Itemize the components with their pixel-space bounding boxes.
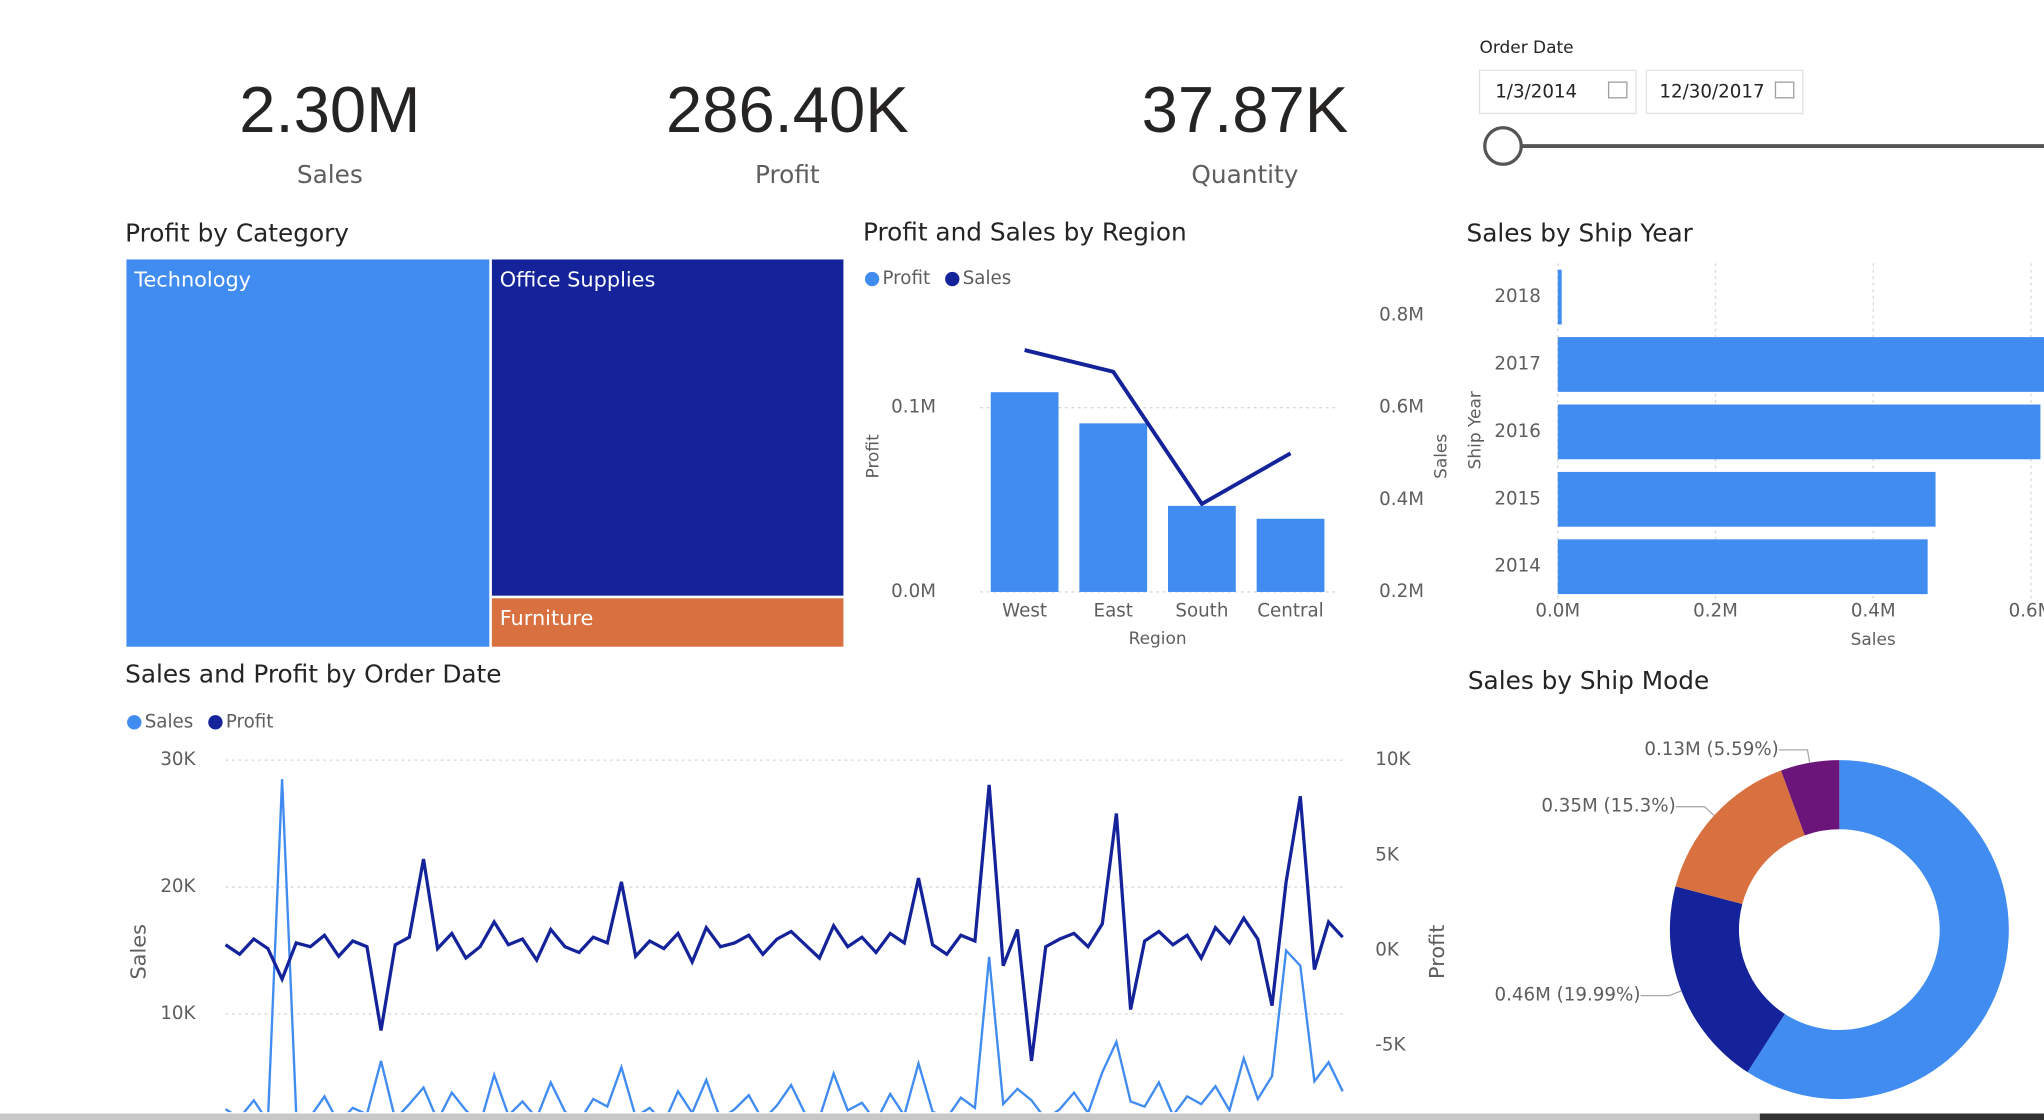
y-tick-label: 20K bbox=[160, 876, 196, 897]
y-axis-label: Ship Year bbox=[1465, 391, 1485, 469]
donut-slice bbox=[1781, 760, 1840, 836]
y-tick-label: 30K bbox=[160, 749, 196, 770]
y2-axis-label: Sales bbox=[1431, 434, 1451, 479]
treemap-tile bbox=[491, 598, 844, 647]
y2-tick-label: 5K bbox=[1375, 844, 1400, 865]
data-label: 0.13M (5.59%) bbox=[1644, 739, 1778, 760]
legend-marker bbox=[945, 271, 960, 287]
bar bbox=[1557, 269, 1562, 325]
bar bbox=[1557, 471, 1936, 527]
legend-label: Sales bbox=[963, 268, 1012, 289]
tile-label: Furniture bbox=[500, 606, 594, 630]
legend-label: Profit bbox=[226, 711, 274, 732]
y2-tick-label: 0.8M bbox=[1379, 305, 1424, 326]
scrollbar-thumb[interactable] bbox=[1759, 1113, 2044, 1120]
tile-label: Technology bbox=[133, 267, 251, 291]
end-date-box[interactable] bbox=[1645, 69, 1804, 115]
x-tick-label: 0.4M bbox=[1851, 601, 1896, 622]
x-tick-label: 0.6M bbox=[2009, 601, 2044, 622]
start-date[interactable]: 1/3/2014 bbox=[1495, 82, 1577, 103]
kpi-value: 2.30M bbox=[239, 73, 420, 146]
x-axis-label: Sales bbox=[1851, 629, 1896, 649]
chart-title: Profit and Sales by Region bbox=[863, 217, 1187, 246]
x-tick-label: South bbox=[1175, 601, 1228, 622]
y-tick-label: 2014 bbox=[1494, 556, 1540, 577]
legend-label: Sales bbox=[145, 711, 194, 732]
donut-slice bbox=[1675, 770, 1805, 905]
sales-line bbox=[224, 779, 1344, 1113]
y-axis-label: Profit bbox=[862, 434, 882, 479]
slider-handle[interactable] bbox=[1483, 126, 1523, 166]
leader-line bbox=[1778, 749, 1811, 763]
y-tick-label: 2018 bbox=[1494, 286, 1540, 307]
leader-line bbox=[1640, 990, 1682, 997]
slicer-title: Order Date bbox=[1480, 37, 1574, 57]
x-axis-label: Region bbox=[1129, 628, 1187, 648]
chart-title: Sales by Ship Mode bbox=[1468, 666, 1709, 695]
y-tick-label: 10K bbox=[160, 1003, 196, 1024]
legend-marker bbox=[864, 271, 880, 287]
bar bbox=[990, 392, 1059, 592]
y2-tick-label: 0K bbox=[1375, 939, 1400, 960]
calendar-icon[interactable] bbox=[1774, 81, 1795, 99]
legend-marker bbox=[208, 715, 223, 730]
data-label: 0.46M (19.99%) bbox=[1494, 985, 1640, 1006]
profit-line bbox=[224, 784, 1344, 1062]
bar bbox=[1557, 404, 2041, 460]
chart-title: Sales and Profit by Order Date bbox=[125, 659, 501, 688]
donut-slice bbox=[1747, 760, 2009, 1100]
kpi-label: Sales bbox=[297, 160, 363, 189]
x-tick-label: 0.2M bbox=[1693, 601, 1738, 622]
legend-label: Profit bbox=[883, 268, 931, 289]
leader-line bbox=[1675, 806, 1715, 816]
kpi-label: Quantity bbox=[1191, 160, 1298, 189]
chart-title: Sales by Ship Year bbox=[1467, 219, 1694, 248]
y-axis-label: Sales bbox=[126, 924, 150, 979]
treemap-tile bbox=[491, 259, 844, 596]
bar bbox=[1557, 539, 1928, 595]
line-plot bbox=[224, 779, 1344, 1113]
x-tick-label: West bbox=[1002, 601, 1047, 622]
y2-axis-label: Profit bbox=[1425, 925, 1449, 979]
scrollbar[interactable] bbox=[0, 1113, 1760, 1120]
bar bbox=[1557, 337, 2044, 392]
slicer: Order Date 1/3/2014 12/30/2017 bbox=[1478, 37, 2044, 166]
chart-title: Profit by Category bbox=[125, 219, 349, 248]
y-tick-label: 0.1M bbox=[891, 397, 936, 418]
bar bbox=[1168, 505, 1236, 592]
x-tick-label: Central bbox=[1257, 601, 1323, 622]
legend-marker bbox=[127, 715, 142, 730]
x-tick-label: 0.0M bbox=[1535, 601, 1580, 622]
treemap-tile bbox=[126, 259, 490, 647]
y2-tick-label: 10K bbox=[1375, 749, 1411, 770]
kpi-value: 286.40K bbox=[666, 73, 909, 146]
kpi-label: Profit bbox=[755, 160, 820, 189]
x-tick-label: East bbox=[1094, 601, 1133, 622]
end-date[interactable]: 12/30/2017 bbox=[1659, 82, 1764, 103]
donut-slice bbox=[1669, 886, 1785, 1073]
start-date-box[interactable] bbox=[1478, 69, 1637, 115]
y-tick-label: 2017 bbox=[1494, 353, 1540, 374]
bar-plot bbox=[1557, 263, 2044, 601]
y-tick-label: 0.0M bbox=[891, 581, 936, 602]
y2-tick-label: 0.2M bbox=[1379, 581, 1424, 602]
y-tick-label: 2016 bbox=[1494, 421, 1540, 442]
calendar-icon[interactable] bbox=[1607, 81, 1628, 99]
y2-tick-label: 0.4M bbox=[1379, 489, 1424, 510]
kpi-value: 37.87K bbox=[1142, 73, 1349, 146]
bar bbox=[1256, 518, 1325, 592]
y-tick-label: 2015 bbox=[1494, 488, 1540, 509]
bar bbox=[1079, 423, 1148, 592]
y2-tick-label: 0.6M bbox=[1379, 397, 1424, 418]
y2-tick-label: -5K bbox=[1375, 1035, 1406, 1056]
tile-label: Office Supplies bbox=[500, 267, 656, 291]
data-label: 0.35M (15.3%) bbox=[1541, 796, 1675, 817]
sales-line bbox=[1024, 348, 1292, 507]
